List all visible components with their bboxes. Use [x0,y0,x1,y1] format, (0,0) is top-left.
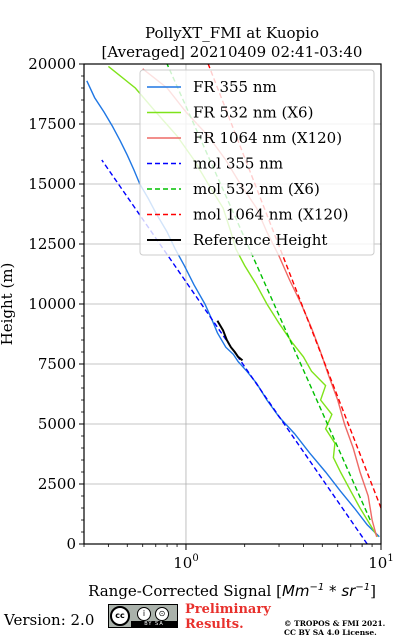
legend-entry-5: mol 1064 nm (X120) [193,206,348,224]
legend-entry-6: Reference Height [193,231,327,249]
copyright-line-1: © TROPOS & FMI 2021. [284,619,386,628]
y-tick-label-7: 17500 [28,115,76,133]
x-axis-ticks: 100 101 [83,544,394,572]
x-axis-label-end: ] [370,582,376,600]
legend-entry-4: mol 532 nm (X6) [193,180,320,198]
y-tick-label-6: 15000 [28,175,76,193]
version-label: Version: 2.0 [4,611,95,629]
copyright-note: © TROPOS & FMI 2021. CC BY SA 4.0 Licens… [284,619,385,637]
x-axis-label: Range-Corrected Signal [Mm−1 * sr−1] [88,582,376,600]
chart-title-line-1: PollyXT_FMI at Kuopio [145,24,319,42]
x-tick-base-1: 10 [368,554,387,572]
legend-entry-1: FR 532 nm (X6) [193,104,313,122]
y-tick-label-3: 7500 [38,355,76,373]
preliminary-results-note: Preliminary Results. [185,602,271,632]
y-tick-label-4: 10000 [28,295,76,313]
x-tick-exp-1: 1 [387,553,393,564]
axis-labels: Height (m)Range-Corrected Signal [Mm−1 *… [0,263,376,600]
legend-entry-0: FR 355 nm [193,78,277,96]
share-alike-icon: ⊙ [155,607,169,621]
cc-license-badge: cc i ⊙ BY SA [108,604,178,628]
chart-title-line-2: [Averaged] 20210409 02:41-03:40 [102,43,363,61]
x-axis-label-exp2: −1 [355,582,370,593]
legend-box [139,69,375,256]
y-tick-label-1: 2500 [38,475,76,493]
y-tick-label-2: 5000 [38,415,76,433]
x-tick-label-1: 101 [368,553,393,572]
x-axis-label-exp: −1 [310,582,325,593]
y-tick-label-0: 0 [66,535,76,553]
y-axis-label: Height (m) [0,263,16,346]
cc-badge-strip: BY SA [131,621,177,627]
x-axis-label-start: Range-Corrected Signal [ [88,582,282,600]
series-line-4 [166,64,371,521]
by-attribution-icon: i [137,607,151,621]
legend-entry-2: FR 1064 nm (X120) [193,129,342,147]
x-axis-label-units: Mm [282,582,310,600]
y-tick-label-8: 20000 [28,55,76,73]
preliminary-line-1: Preliminary [185,602,271,617]
preliminary-line-2: Results. [185,617,244,632]
cc-logo-icon: cc [110,606,130,626]
x-axis-label-mid: * sr [324,582,356,600]
chart-title: PollyXT_FMI at Kuopio[Averaged] 20210409… [102,24,363,61]
y-tick-label-5: 12500 [28,235,76,253]
legend: FR 355 nm FR 532 nm (X6) FR 1064 nm (X120)… [139,69,375,256]
x-tick-base-0: 10 [173,554,192,572]
x-tick-label-0: 100 [173,553,198,572]
series-line-6 [216,320,244,362]
x-tick-exp-0: 0 [192,553,198,564]
copyright-line-2: CC BY SA 4.0 License. [284,628,377,637]
legend-entry-3: mol 355 nm [193,155,283,173]
y-axis-ticks: 0 2500 5000 7500 10000 12500 15000 17500 20000 [28,55,84,553]
